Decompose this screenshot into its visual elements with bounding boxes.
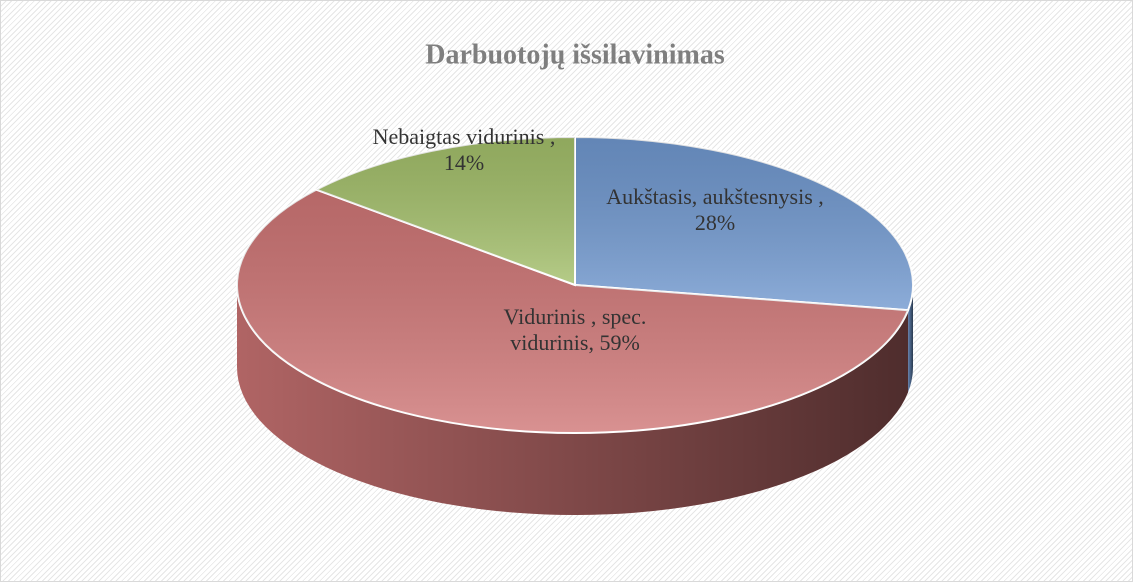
category-label: Nebaigtas vidurinis	[372, 124, 545, 149]
data-label: Aukštasis, aukštesnysis, 28%	[600, 184, 830, 236]
pie-side-shade	[908, 285, 914, 393]
pie-slice-gloss	[236, 189, 909, 434]
value-label: , 28%	[694, 184, 824, 235]
category-label: Vidurinis , spec. vidurinis	[503, 304, 647, 355]
pie-slice-gloss	[575, 137, 913, 311]
data-label: Nebaigtas vidurinis, 14%	[352, 124, 577, 176]
category-label: Aukštasis, aukštesnysis	[606, 184, 813, 209]
data-label: Vidurinis , spec. vidurinis, 59%	[475, 304, 675, 356]
value-label: , 59%	[588, 330, 640, 355]
pie-slice-gloss	[316, 137, 575, 285]
chart-title: Darbuotojų išsilavinimas	[425, 39, 725, 70]
value-label: , 14%	[443, 124, 556, 175]
pie-side-shade	[237, 285, 909, 515]
